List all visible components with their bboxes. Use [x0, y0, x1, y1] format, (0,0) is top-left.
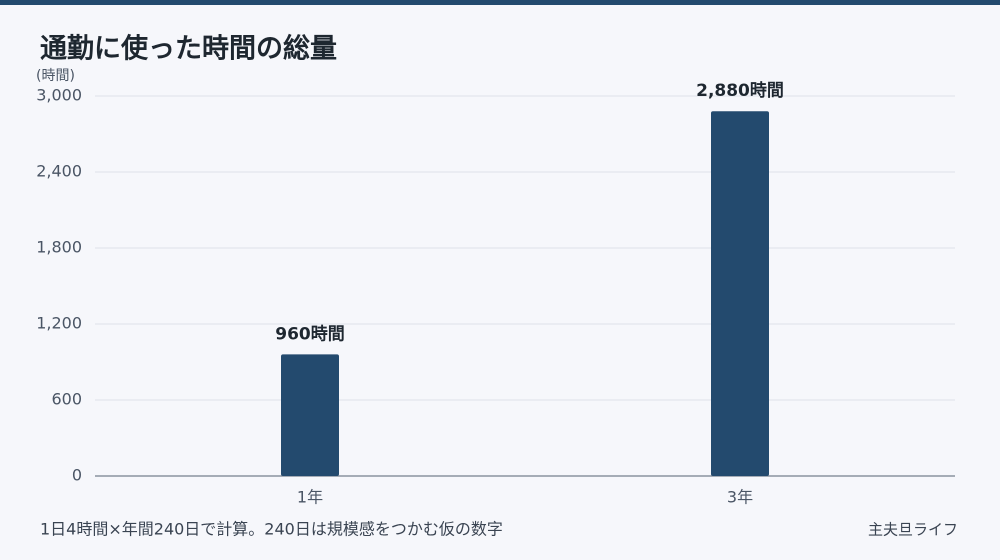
y-tick-label: 1,200 [36, 314, 82, 333]
x-tick-label: 1年 [297, 488, 323, 507]
x-tick-label: 3年 [727, 488, 753, 507]
y-tick-label: 1,800 [36, 238, 82, 257]
data-label: 960時間 [275, 323, 345, 344]
data-label: 2,880時間 [696, 80, 784, 101]
y-axis-label: (時間) [36, 68, 75, 84]
y-tick-label: 0 [72, 466, 82, 485]
chart-title: 通勤に使った時間の総量 [40, 33, 337, 65]
top-bar [0, 0, 1000, 5]
footnote: 1日4時間×年間240日で計算。240日は規模感をつかむ仮の数字 [40, 520, 503, 539]
y-tick-label: 3,000 [36, 86, 82, 105]
y-tick-label: 2,400 [36, 162, 82, 181]
source: 主夫旦ライフ [868, 521, 958, 539]
bar [281, 354, 339, 476]
y-tick-label: 600 [51, 390, 82, 409]
bar [711, 111, 769, 476]
